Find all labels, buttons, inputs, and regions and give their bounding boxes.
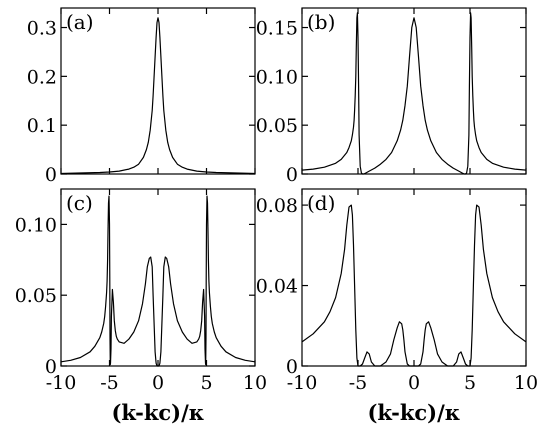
y-tick-label: 0.04 bbox=[256, 276, 298, 298]
series-line-0 bbox=[301, 204, 527, 367]
x-tick-label: 5 bbox=[464, 372, 476, 394]
plot-frame bbox=[60, 188, 256, 367]
plot-frame bbox=[301, 188, 527, 367]
panel-label: (b) bbox=[307, 10, 335, 34]
y-tick-label: 0.10 bbox=[15, 214, 57, 236]
series-line-0 bbox=[60, 17, 256, 175]
x-tick-label: -5 bbox=[349, 372, 368, 394]
y-tick-label: 0 bbox=[45, 356, 57, 378]
y-tick-label: 0.05 bbox=[15, 285, 57, 307]
y-tick-label: 0.2 bbox=[27, 66, 57, 88]
y-tick-label: 0.10 bbox=[256, 66, 298, 88]
x-tick-label: -5 bbox=[100, 372, 119, 394]
y-tick-label: 0.05 bbox=[256, 115, 298, 137]
series-line-0 bbox=[60, 195, 256, 367]
y-tick-label: 0 bbox=[45, 164, 57, 186]
x-tick-label: 0 bbox=[408, 372, 420, 394]
y-tick-label: 0.08 bbox=[256, 195, 298, 217]
panel-a: 0 0.1 0.2 0.3 (a) bbox=[27, 7, 256, 186]
x-tick-label: -10 bbox=[46, 372, 77, 394]
panel-label: (a) bbox=[66, 10, 94, 34]
x-tick-label: 10 bbox=[514, 372, 538, 394]
x-tick-label: 5 bbox=[200, 372, 212, 394]
y-tick-label: 0.15 bbox=[256, 18, 298, 40]
panel-label: (d) bbox=[307, 191, 335, 215]
x-axis-label: (k-kc)/κ bbox=[111, 400, 204, 425]
panel-b: 0 0.05 0.10 0.15 (b) bbox=[256, 7, 527, 186]
panel-d: 0 0.04 0.08 -10 -5 0 5 10 (d) (k-kc)/κ bbox=[256, 188, 538, 425]
y-tick-label: 0.1 bbox=[27, 115, 57, 137]
x-tick-label: -10 bbox=[287, 372, 318, 394]
x-axis-label: (k-kc)/κ bbox=[367, 400, 460, 425]
plot-frame bbox=[301, 7, 527, 175]
panel-c: 0 0.05 0.10 -10 -5 0 5 10 (c) (k-kc)/κ bbox=[15, 188, 267, 425]
y-tick-label: 0 bbox=[286, 164, 298, 186]
y-tick-label: 0 bbox=[286, 356, 298, 378]
y-tick-label: 0.3 bbox=[27, 18, 57, 40]
series-line-0 bbox=[301, 12, 527, 175]
x-tick-label: 0 bbox=[152, 372, 164, 394]
x-tick-label: 10 bbox=[243, 372, 267, 394]
panel-label: (c) bbox=[66, 191, 93, 215]
